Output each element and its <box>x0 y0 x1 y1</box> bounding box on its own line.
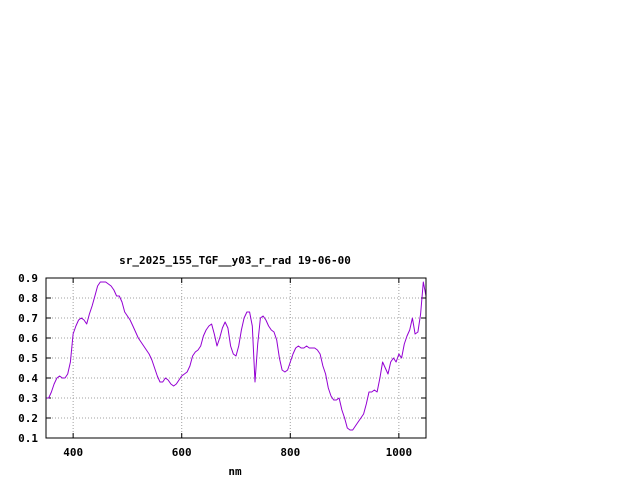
y-tick-label: 0.2 <box>18 412 38 425</box>
y-tick-label: 0.7 <box>18 312 38 325</box>
y-tick-label: 0.8 <box>18 292 38 305</box>
grid <box>46 278 426 438</box>
x-tick-label: 600 <box>172 446 192 459</box>
chart-title: sr_2025_155_TGF__y03_r_rad 19-06-00 <box>119 254 351 267</box>
y-tick-labels: 0.1 0.2 0.3 0.4 0.5 0.6 0.7 0.8 0.9 <box>18 272 38 445</box>
y-tick-label: 0.4 <box>18 372 38 385</box>
y-tick-label: 0.9 <box>18 272 38 285</box>
y-tick-label: 0.5 <box>18 352 38 365</box>
x-tick-label: 800 <box>280 446 300 459</box>
x-tick-labels: 400 600 800 1000 <box>63 446 412 459</box>
series-line-0 <box>46 281 427 431</box>
x-tick-label: 400 <box>63 446 83 459</box>
x-axis-label: nm <box>228 465 242 478</box>
series-layer <box>46 281 427 431</box>
x-tick-label: 1000 <box>386 446 413 459</box>
plot-frame <box>45 277 427 439</box>
y-tick-label: 0.1 <box>18 432 38 445</box>
y-tick-label: 0.6 <box>18 332 38 345</box>
y-tick-label: 0.3 <box>18 392 38 405</box>
